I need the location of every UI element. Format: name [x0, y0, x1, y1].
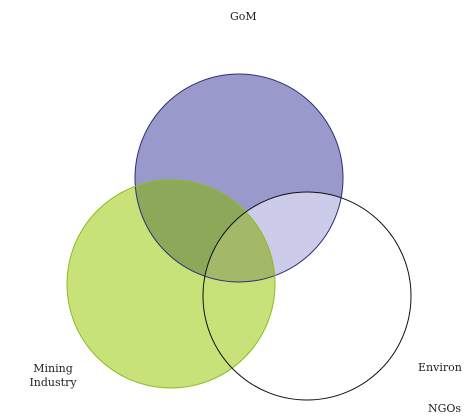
gom-label: GoM	[230, 10, 257, 23]
mining-industry-label: Mining Industry	[28, 362, 78, 390]
gom-environ-overlap	[203, 192, 343, 282]
mining-label-line1: Mining	[33, 362, 73, 375]
gom-circle-outline	[134, 73, 344, 283]
ngos-label-cutoff: NGOs	[428, 402, 462, 415]
mining-circle-outline	[66, 179, 276, 389]
environ-label: Environ	[418, 361, 462, 374]
gom-mining-overlap	[135, 180, 275, 282]
mining-label-line2: Industry	[29, 376, 77, 389]
environ-circle-outline	[202, 191, 412, 401]
